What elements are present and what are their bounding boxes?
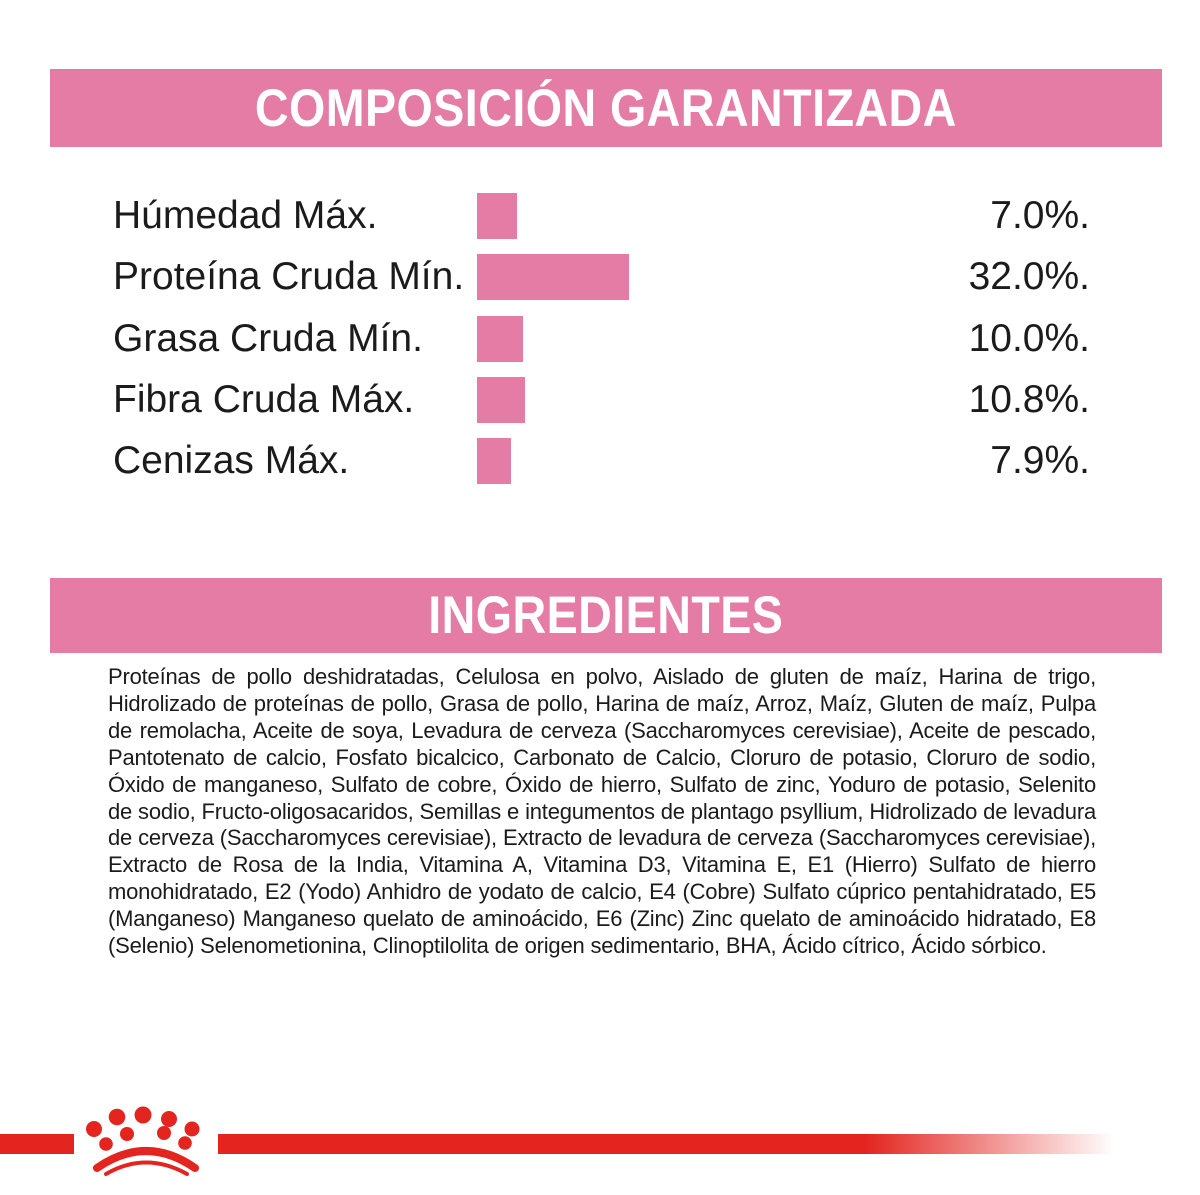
nutrient-label: Cenizas Máx. bbox=[113, 439, 350, 482]
nutrient-bar bbox=[477, 377, 525, 423]
nutrient-bar bbox=[477, 316, 523, 362]
nutrient-label: Grasa Cruda Mín. bbox=[113, 317, 423, 360]
composition-title: COMPOSICIÓN GARANTIZADA bbox=[255, 78, 957, 138]
nutrient-value: 32.0%. bbox=[968, 255, 1090, 298]
nutrient-label: Húmedad Máx. bbox=[113, 194, 378, 237]
nutrient-bar bbox=[477, 438, 511, 484]
nutrient-label: Fibra Cruda Máx. bbox=[113, 378, 415, 421]
nutrient-value: 10.8%. bbox=[968, 378, 1090, 421]
nutrient-row-proteina: Proteína Cruda Mín. 32.0%. bbox=[0, 254, 1200, 300]
ingredients-banner: INGREDIENTES bbox=[50, 578, 1162, 653]
ingredients-paragraph: Proteínas de pollo deshidratadas, Celulo… bbox=[108, 664, 1096, 959]
red-rule-left bbox=[0, 1134, 74, 1154]
ingredients-title: INGREDIENTES bbox=[428, 586, 784, 645]
nutrient-row-humedad: Húmedad Máx. 7.0%. bbox=[0, 193, 1200, 239]
nutrient-bar bbox=[477, 254, 629, 300]
nutrient-value: 10.0%. bbox=[968, 317, 1090, 360]
nutrient-value: 7.0%. bbox=[990, 194, 1090, 237]
nutrient-value: 7.9%. bbox=[990, 439, 1090, 482]
nutrient-row-cenizas: Cenizas Máx. 7.9%. bbox=[0, 438, 1200, 484]
nutrient-row-fibra: Fibra Cruda Máx. 10.8%. bbox=[0, 377, 1200, 423]
composition-banner: COMPOSICIÓN GARANTIZADA bbox=[50, 69, 1162, 147]
footer-brand-strip bbox=[0, 1106, 1115, 1176]
nutrient-bar bbox=[477, 193, 517, 239]
red-rule-right bbox=[218, 1134, 1115, 1154]
nutrient-row-grasa: Grasa Cruda Mín. 10.0%. bbox=[0, 316, 1200, 362]
royal-canin-crown-icon bbox=[86, 1106, 200, 1176]
nutrient-label: Proteína Cruda Mín. bbox=[113, 255, 465, 298]
